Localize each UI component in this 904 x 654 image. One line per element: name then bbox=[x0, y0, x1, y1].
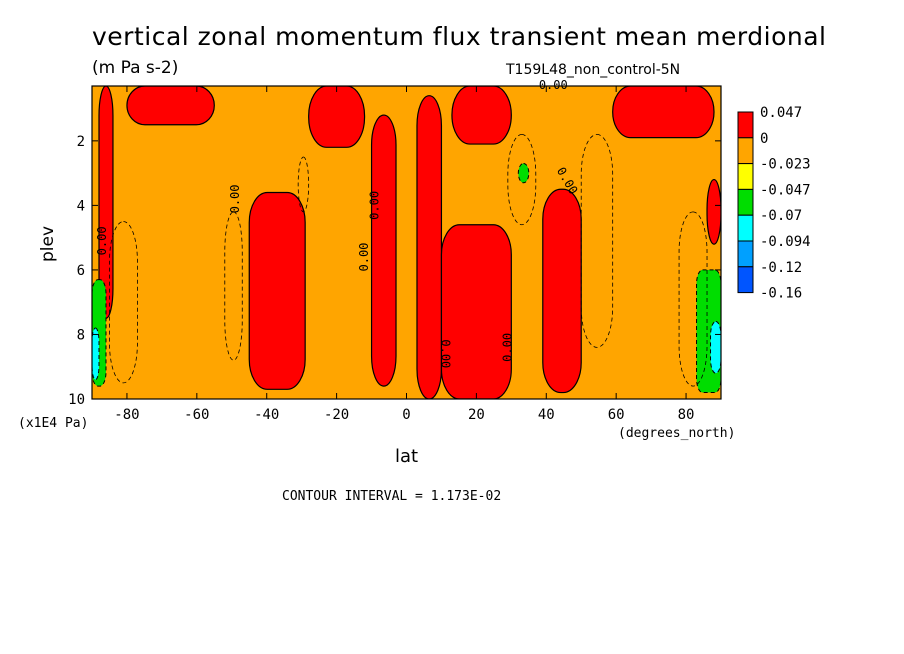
positive-region bbox=[440, 224, 512, 399]
y-axis-units: (x1E4 Pa) bbox=[18, 416, 89, 431]
colorbar-swatch bbox=[737, 240, 754, 268]
negative-contour bbox=[507, 134, 537, 226]
positive-region bbox=[416, 95, 443, 399]
positive-region bbox=[308, 86, 366, 148]
y-tick-label: 4 bbox=[77, 198, 85, 214]
positive-region bbox=[248, 191, 306, 390]
contour-label: 0.00 bbox=[539, 78, 568, 92]
colorbar-label: -0.16 bbox=[760, 286, 802, 302]
x-tick-label: 20 bbox=[468, 407, 485, 423]
colorbar-label: 0.047 bbox=[760, 105, 802, 121]
colorbar-swatch bbox=[737, 214, 754, 242]
positive-region bbox=[612, 86, 715, 139]
positive-region bbox=[126, 86, 215, 126]
field-background bbox=[92, 86, 721, 399]
contour-interval: CONTOUR INTERVAL = 1.173E-02 bbox=[282, 489, 502, 504]
colorbar-label: 0 bbox=[760, 131, 768, 147]
negative-region bbox=[517, 162, 530, 184]
negative-contour bbox=[678, 211, 708, 387]
colorbar-swatch bbox=[737, 111, 754, 139]
contour-label: 0.00 bbox=[357, 243, 371, 272]
y-tick-label: 8 bbox=[77, 327, 85, 343]
x-tick-label: 40 bbox=[538, 407, 555, 423]
contour-label: 0.00 bbox=[368, 191, 382, 220]
chart-units: (m Pa s-2) bbox=[92, 58, 179, 78]
negative-contour bbox=[109, 221, 138, 384]
x-tick-label: -20 bbox=[324, 407, 349, 423]
contour-label: 0.00 bbox=[228, 184, 242, 213]
colorbar-swatch bbox=[737, 163, 754, 190]
colorbar-label: -0.023 bbox=[760, 157, 811, 173]
x-tick-label: 0 bbox=[402, 407, 410, 423]
colorbar-label: -0.047 bbox=[760, 182, 811, 198]
y-tick-label: 2 bbox=[77, 134, 85, 150]
negative-contour bbox=[580, 134, 614, 348]
positive-region bbox=[542, 188, 582, 394]
x-tick-label: 80 bbox=[678, 407, 695, 423]
x-tick-label: 60 bbox=[608, 407, 625, 423]
colorbar-swatch bbox=[737, 188, 754, 216]
field-layer bbox=[92, 86, 721, 399]
x-axis-units: (degrees_north) bbox=[618, 426, 736, 441]
y-tick-label: 10 bbox=[68, 392, 85, 408]
chart-title: vertical zonal momentum flux transient m… bbox=[92, 22, 827, 51]
contour-label: 0.00 bbox=[500, 333, 514, 362]
negative-contour bbox=[224, 211, 243, 361]
colorbar-label: -0.07 bbox=[760, 208, 802, 224]
colorbar-swatch bbox=[737, 266, 754, 294]
x-axis-label: lat bbox=[395, 446, 419, 467]
positive-region bbox=[451, 86, 512, 145]
x-tick-label: -60 bbox=[184, 407, 209, 423]
negative-region bbox=[710, 321, 721, 374]
y-tick-label: 6 bbox=[77, 263, 85, 279]
contour-label: 0.00 bbox=[95, 226, 109, 255]
colorbar-label: -0.12 bbox=[760, 260, 802, 276]
run-id: T159L48_non_control-5N bbox=[506, 62, 681, 78]
negative-contour bbox=[297, 156, 310, 213]
x-tick-label: -40 bbox=[254, 407, 279, 423]
negative-region bbox=[92, 327, 100, 381]
colorbar-swatch bbox=[737, 137, 754, 165]
contour-label: 0.00 bbox=[438, 339, 452, 368]
x-tick-label: -80 bbox=[114, 407, 139, 423]
colorbar-label: -0.094 bbox=[760, 234, 811, 250]
positive-region bbox=[370, 114, 397, 387]
positive-region bbox=[706, 178, 721, 245]
